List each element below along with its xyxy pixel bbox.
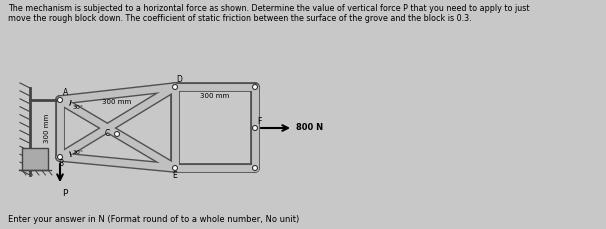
Text: 30°: 30° xyxy=(73,150,84,155)
Circle shape xyxy=(253,85,258,90)
Circle shape xyxy=(173,166,178,171)
Text: 30°: 30° xyxy=(73,105,84,110)
Circle shape xyxy=(173,85,178,90)
Text: A: A xyxy=(63,88,68,97)
Text: P: P xyxy=(62,189,67,198)
Text: F: F xyxy=(257,117,261,126)
Text: 300 mm: 300 mm xyxy=(201,93,230,99)
Circle shape xyxy=(58,155,62,160)
Text: C: C xyxy=(105,130,110,139)
Text: 800 N: 800 N xyxy=(296,123,323,133)
Circle shape xyxy=(253,125,258,131)
Text: 300 mm: 300 mm xyxy=(102,99,132,105)
Text: D: D xyxy=(176,75,182,84)
Text: Enter your answer in N (Format round of to a whole number, No unit): Enter your answer in N (Format round of … xyxy=(8,215,299,224)
Circle shape xyxy=(115,131,119,136)
Text: E: E xyxy=(173,171,178,180)
Text: B: B xyxy=(58,159,63,168)
Text: 300 mm: 300 mm xyxy=(44,113,50,143)
Circle shape xyxy=(58,98,62,103)
Text: The mechanism is subjected to a horizontal force as shown. Determine the value o: The mechanism is subjected to a horizont… xyxy=(8,4,530,23)
Bar xyxy=(22,148,48,170)
Circle shape xyxy=(253,166,258,171)
